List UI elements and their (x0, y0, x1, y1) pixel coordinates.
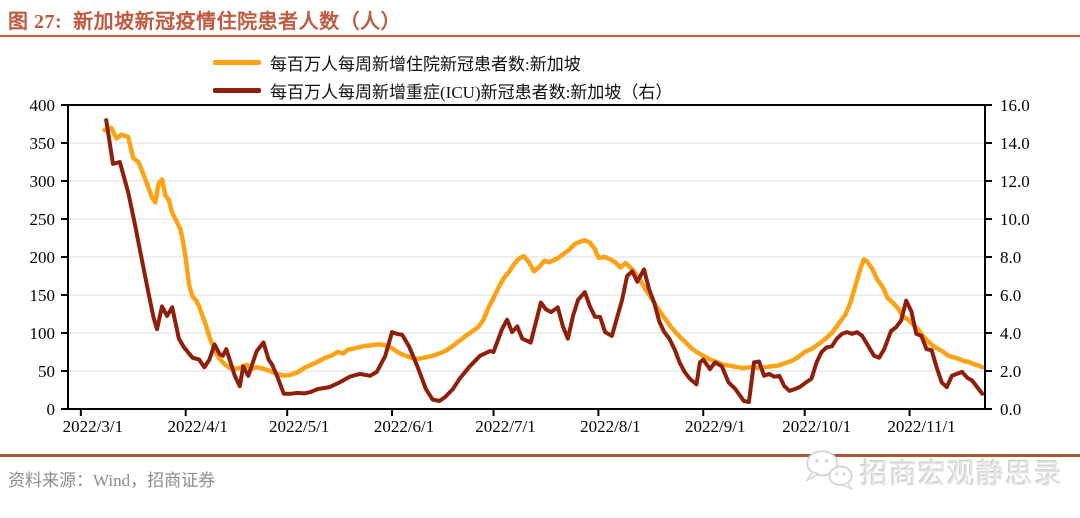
legend-swatch-icu (213, 88, 261, 93)
series-line-hospital (102, 125, 985, 378)
footer-rule (0, 454, 1080, 457)
legend-item-hospital: 每百万人每周新增住院新冠患者数:新加坡 (213, 50, 672, 75)
source-note: 资料来源：Wind，招商证券 (8, 471, 216, 490)
y-left-tick-label: 0 (47, 400, 56, 419)
title-rule (0, 35, 1080, 37)
x-tick-label: 2022/11/1 (887, 417, 955, 436)
x-tick-label: 2022/4/1 (167, 417, 227, 436)
y-right-tick-label: 14.0 (1000, 134, 1030, 153)
watermark: 招商宏观静思录 (800, 446, 1063, 496)
y-right-tick-label: 0.0 (1000, 400, 1021, 419)
plot-area: 0 50 100 150 200 250 300 350 400 0.0 2.0 4.0 6.0 8.0 1… (30, 96, 1030, 436)
y-left-tick-label: 400 (30, 96, 56, 115)
watermark-text: 招商宏观静思录 (860, 459, 1064, 490)
legend-label-hospital: 每百万人每周新增住院新冠患者数:新加坡 (270, 55, 581, 74)
y-right-tick-label: 4.0 (1000, 324, 1021, 343)
y-left-tick-label: 150 (30, 286, 56, 305)
y-right-tick-label: 12.0 (1000, 172, 1030, 191)
x-tick-label: 2022/8/1 (580, 417, 640, 436)
series-line-icu (104, 118, 985, 404)
y-right-tick-label: 6.0 (1000, 286, 1021, 305)
chart-legend: 每百万人每周新增住院新冠患者数:新加坡 每百万人每周新增重症(ICU)新冠患者数… (213, 50, 672, 103)
x-tick-label: 2022/10/1 (782, 417, 851, 436)
x-tick-label: 2022/5/1 (269, 417, 329, 436)
y-right-tick-label: 8.0 (1000, 248, 1021, 267)
y-right-tick-label: 2.0 (1000, 362, 1021, 381)
y-right-tick-label: 16.0 (1000, 96, 1030, 115)
x-tick-label: 2022/7/1 (475, 417, 535, 436)
y-right-tick-label: 10.0 (1000, 210, 1030, 229)
figure-title: 图 27: 新加坡新冠疫情住院患者人数（人） (8, 11, 402, 33)
y-left-tick-label: 300 (30, 172, 56, 191)
y-left-tick-label: 200 (30, 248, 56, 267)
y-left-tick-label: 100 (30, 324, 56, 343)
x-tick-label: 2022/9/1 (685, 417, 745, 436)
legend-swatch-hospital (213, 60, 261, 65)
y-left-tick-label: 350 (30, 134, 56, 153)
x-tick-label: 2022/6/1 (374, 417, 434, 436)
legend-label-icu: 每百万人每周新增重症(ICU)新冠患者数:新加坡（右） (270, 83, 673, 102)
wechat-icon (805, 450, 853, 491)
x-tick-label: 2022/3/1 (63, 417, 123, 436)
y-left-tick-label: 250 (30, 210, 56, 229)
y-left-tick-label: 50 (38, 362, 55, 381)
legend-item-icu: 每百万人每周新增重症(ICU)新冠患者数:新加坡（右） (213, 78, 672, 103)
